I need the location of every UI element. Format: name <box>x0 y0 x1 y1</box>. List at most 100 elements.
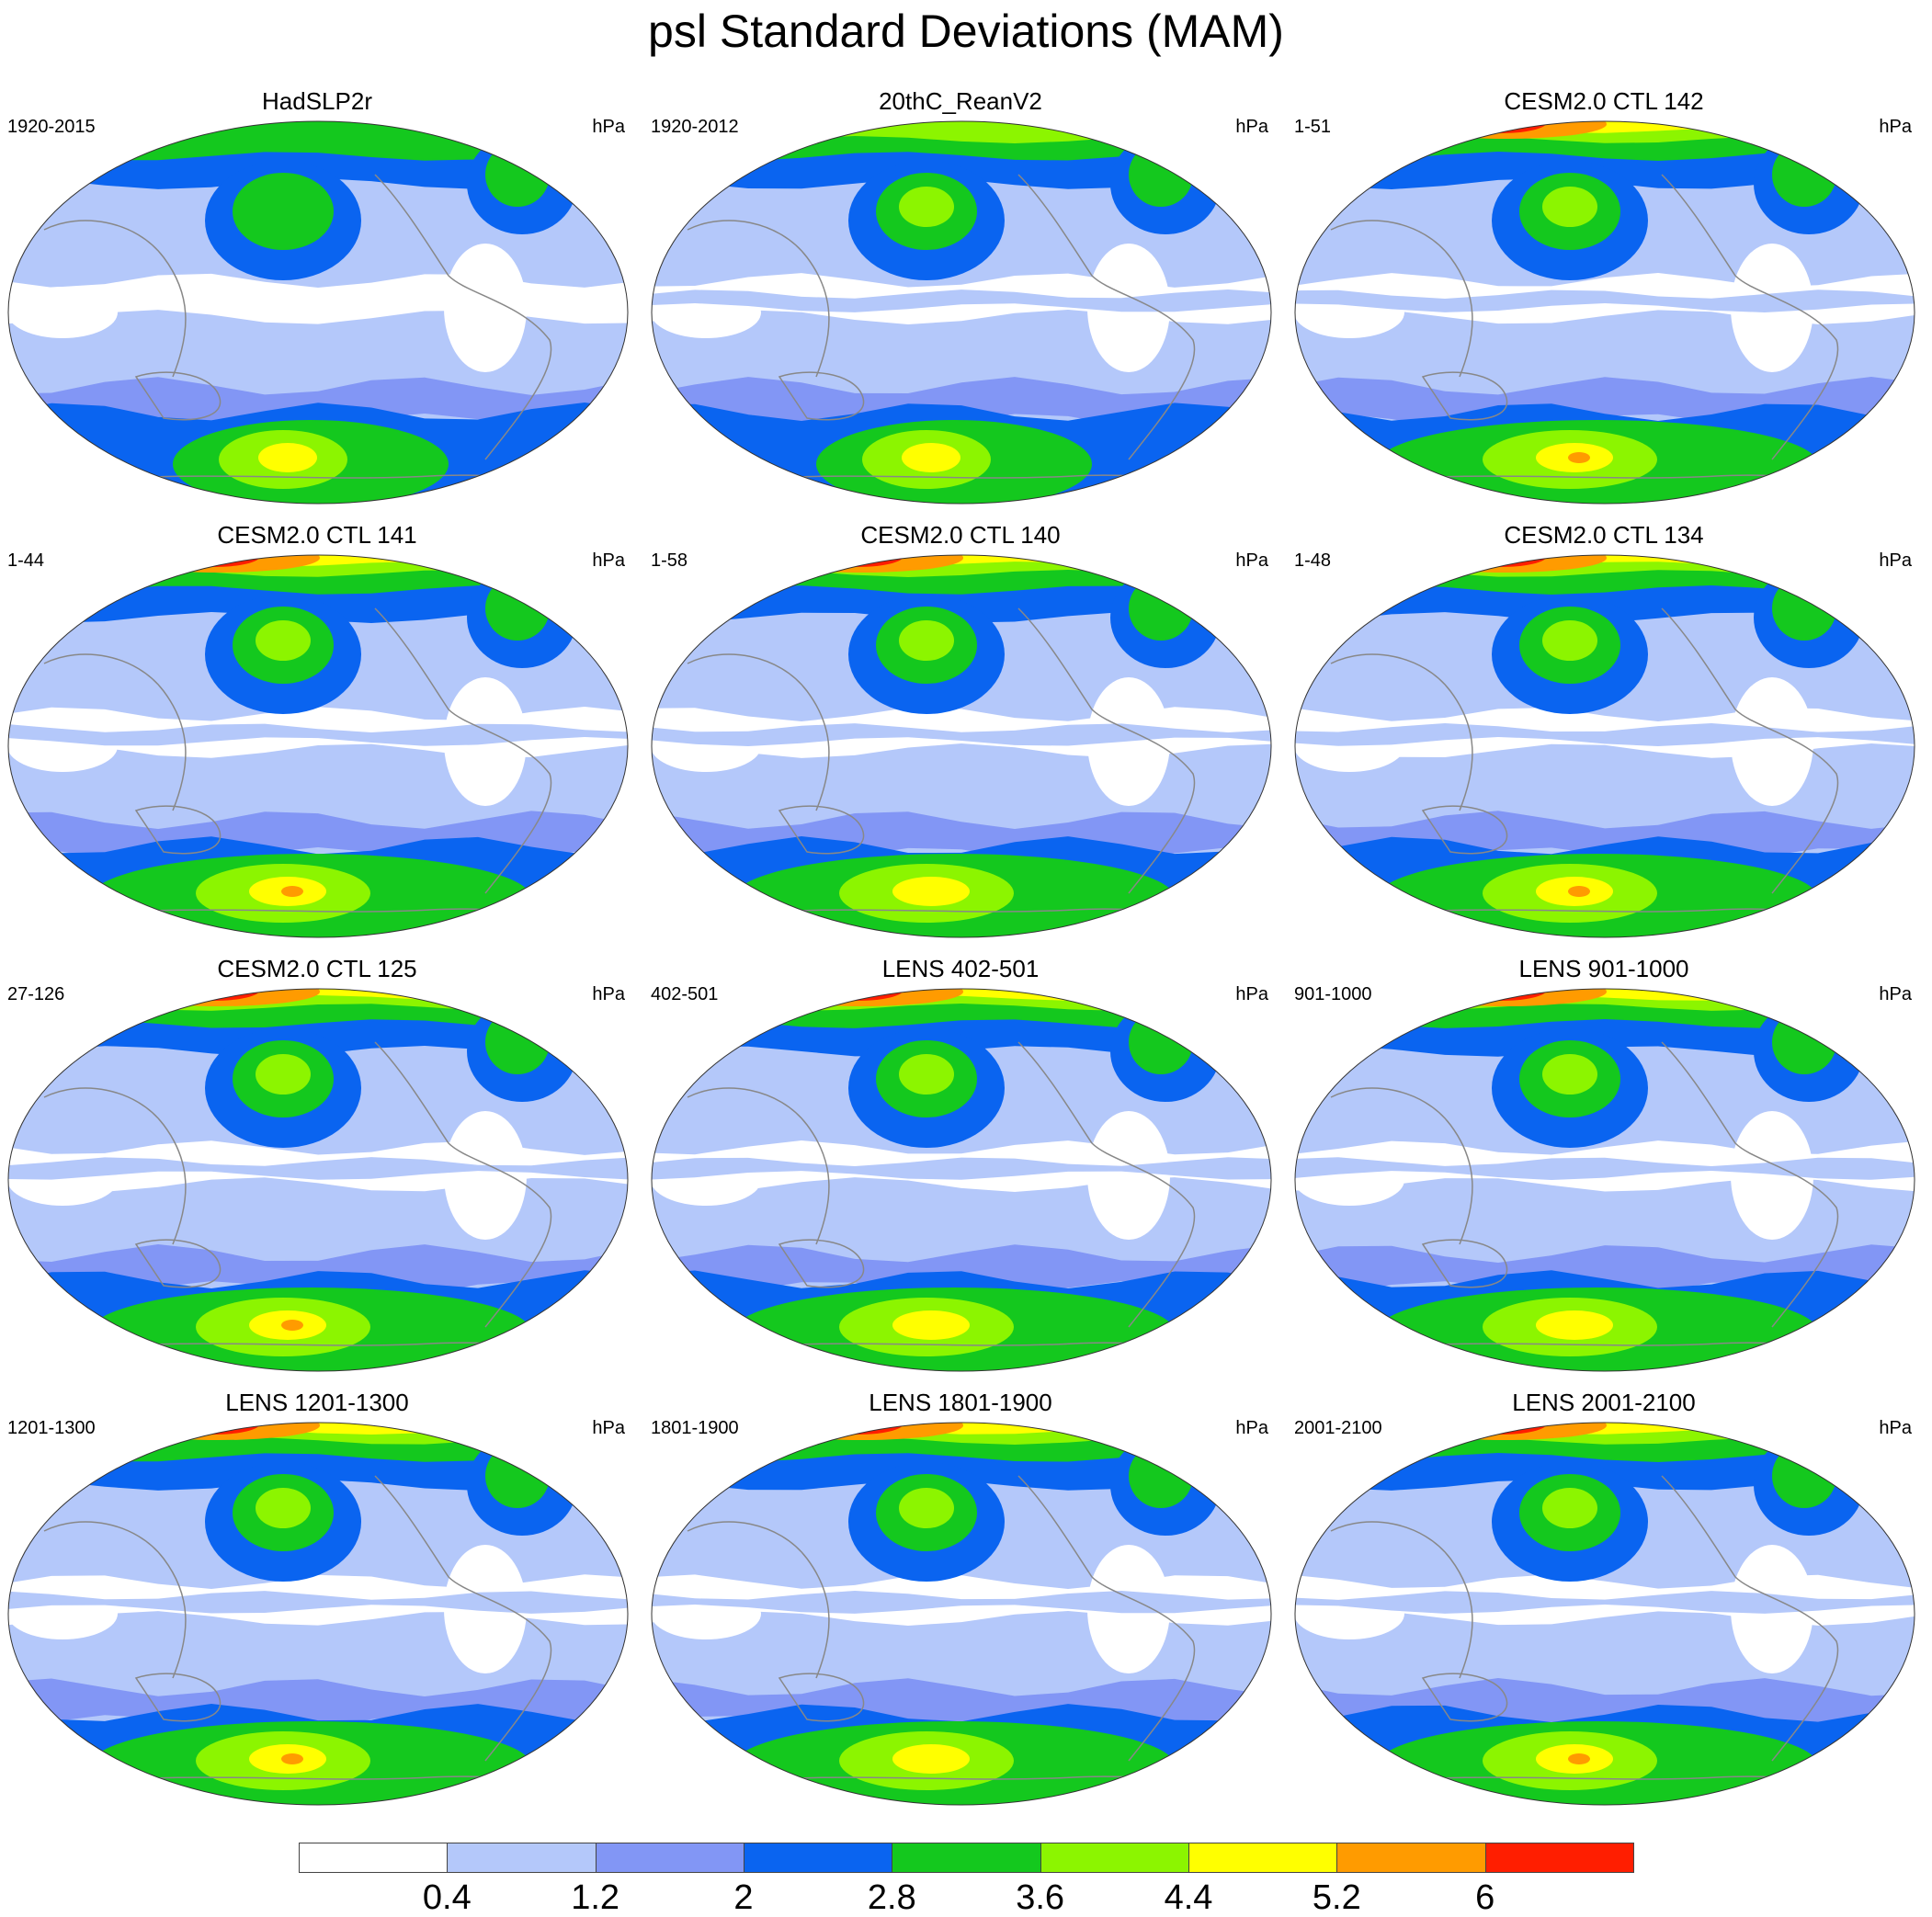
north-pacific-low-3 <box>1542 620 1597 661</box>
southern-core <box>902 443 960 472</box>
coastline-australia <box>1421 1239 1508 1288</box>
colorbar-tick-label: 2 <box>733 1878 754 1917</box>
north-pacific-low-3 <box>899 1488 954 1528</box>
panel-title: CESM2.0 CTL 125 <box>217 955 417 982</box>
north-pacific-low-3 <box>256 1054 311 1095</box>
tropical-band <box>1295 289 1915 312</box>
map-outline <box>7 554 629 938</box>
coastline-americas <box>1661 607 1839 894</box>
panel-unit: hPa <box>592 117 625 137</box>
panel-title: LENS 2001-2100 <box>1512 1389 1696 1416</box>
map-outline <box>7 988 629 1372</box>
coastline-americas <box>1017 1041 1196 1328</box>
panel-title: LENS 402-501 <box>881 955 1040 982</box>
world-map <box>1294 988 1915 1372</box>
southern-core <box>258 443 317 472</box>
southern-peak <box>1568 1753 1590 1764</box>
panel-unit: hPa <box>592 1418 625 1438</box>
colorbar-tick-label: 4.4 <box>1164 1878 1213 1917</box>
colorbar-swatch <box>447 1843 597 1873</box>
north-atlantic-low-2 <box>485 1444 550 1508</box>
contour-field <box>8 1423 628 1805</box>
coastline-americas <box>1661 1041 1839 1328</box>
north-atlantic-low-2 <box>1772 1010 1836 1074</box>
southern-peak <box>281 1753 303 1764</box>
map-outline <box>651 988 1272 1372</box>
colorbar-swatch <box>1188 1843 1338 1873</box>
tropical-band <box>1295 1591 1915 1614</box>
tropical-band <box>652 289 1271 312</box>
panel-year-range: 402-501 <box>651 984 719 1004</box>
tropical-minimum-west <box>652 720 761 772</box>
contour-field <box>652 555 1271 937</box>
figure-title: psl Standard Deviations (MAM) <box>648 6 1284 57</box>
north-atlantic-low-2 <box>1129 1444 1193 1508</box>
panel-unit: hPa <box>1879 1418 1912 1438</box>
north-pacific-low-3 <box>1542 1488 1597 1528</box>
contour-field <box>1295 121 1915 504</box>
map-panel: CESM2.0 CTL 134 1-48 hPa <box>1287 520 1921 952</box>
panel-title: LENS 901-1000 <box>1518 955 1689 982</box>
panel-year-range: 1-48 <box>1294 550 1332 571</box>
panel-year-range: 1-51 <box>1294 117 1332 137</box>
coastline-asia <box>43 1087 187 1245</box>
map-outline <box>651 120 1272 505</box>
coastline-asia <box>687 220 830 378</box>
world-map <box>7 120 629 505</box>
south-america-minimum <box>444 1111 527 1240</box>
panel-title: CESM2.0 CTL 134 <box>1504 521 1704 549</box>
contour-field <box>652 1423 1271 1805</box>
southern-band-1 <box>1295 1244 1915 1299</box>
southern-peak <box>281 886 303 897</box>
world-map <box>651 554 1272 938</box>
contour-field <box>652 121 1271 504</box>
south-america-minimum <box>1087 1111 1170 1240</box>
coastline-australia <box>134 1239 222 1288</box>
world-map <box>7 988 629 1372</box>
north-atlantic-low-2 <box>1772 142 1836 207</box>
panel-year-range: 1-58 <box>651 550 688 571</box>
map-panel: HadSLP2r 1920-2015 hPa <box>0 86 634 518</box>
panel-unit: hPa <box>592 984 625 1004</box>
coastline-asia <box>687 653 830 811</box>
map-outline <box>651 1422 1272 1806</box>
coastline-americas <box>374 1041 552 1328</box>
coastline-asia <box>687 1087 830 1245</box>
map-outline <box>1294 120 1915 505</box>
coastline-australia <box>778 371 865 421</box>
panel-title: CESM2.0 CTL 142 <box>1504 87 1704 115</box>
map-panel: LENS 1801-1900 1801-1900 hPa <box>643 1388 1278 1820</box>
colorbar-swatch <box>299 1843 449 1873</box>
colorbar-tick-label: 2.8 <box>867 1878 916 1917</box>
north-atlantic-low-2 <box>1129 142 1193 207</box>
panel-unit: hPa <box>592 550 625 571</box>
world-map <box>7 554 629 938</box>
panel-title: HadSLP2r <box>262 87 372 115</box>
colorbar-swatch <box>744 1843 893 1873</box>
coastline-australia <box>134 1673 222 1722</box>
map-outline <box>7 120 629 505</box>
coastline-asia <box>43 220 187 378</box>
map-panel: 20thC_ReanV2 1920-2012 hPa <box>643 86 1278 518</box>
map-outline <box>1294 1422 1915 1806</box>
contour-field <box>8 989 628 1371</box>
world-map <box>651 120 1272 505</box>
panel-year-range: 2001-2100 <box>1294 1418 1382 1438</box>
north-pacific-low-3 <box>1542 1054 1597 1095</box>
world-map <box>651 988 1272 1372</box>
colorbar-swatch <box>595 1843 744 1873</box>
south-america-minimum <box>1731 1111 1813 1240</box>
world-map <box>1294 120 1915 505</box>
southern-peak <box>1568 886 1590 897</box>
coastline-asia <box>1330 653 1473 811</box>
colorbar-tick-label: 5.2 <box>1312 1878 1361 1917</box>
panel-year-range: 1201-1300 <box>7 1418 96 1438</box>
north-atlantic-low-2 <box>485 1010 550 1074</box>
map-outline <box>7 1422 629 1806</box>
south-america-minimum <box>444 244 527 372</box>
tropical-band <box>652 723 1271 746</box>
north-atlantic-low-2 <box>1129 576 1193 641</box>
north-pacific-low-3 <box>899 620 954 661</box>
map-outline <box>1294 554 1915 938</box>
coastline-asia <box>1330 1521 1473 1679</box>
